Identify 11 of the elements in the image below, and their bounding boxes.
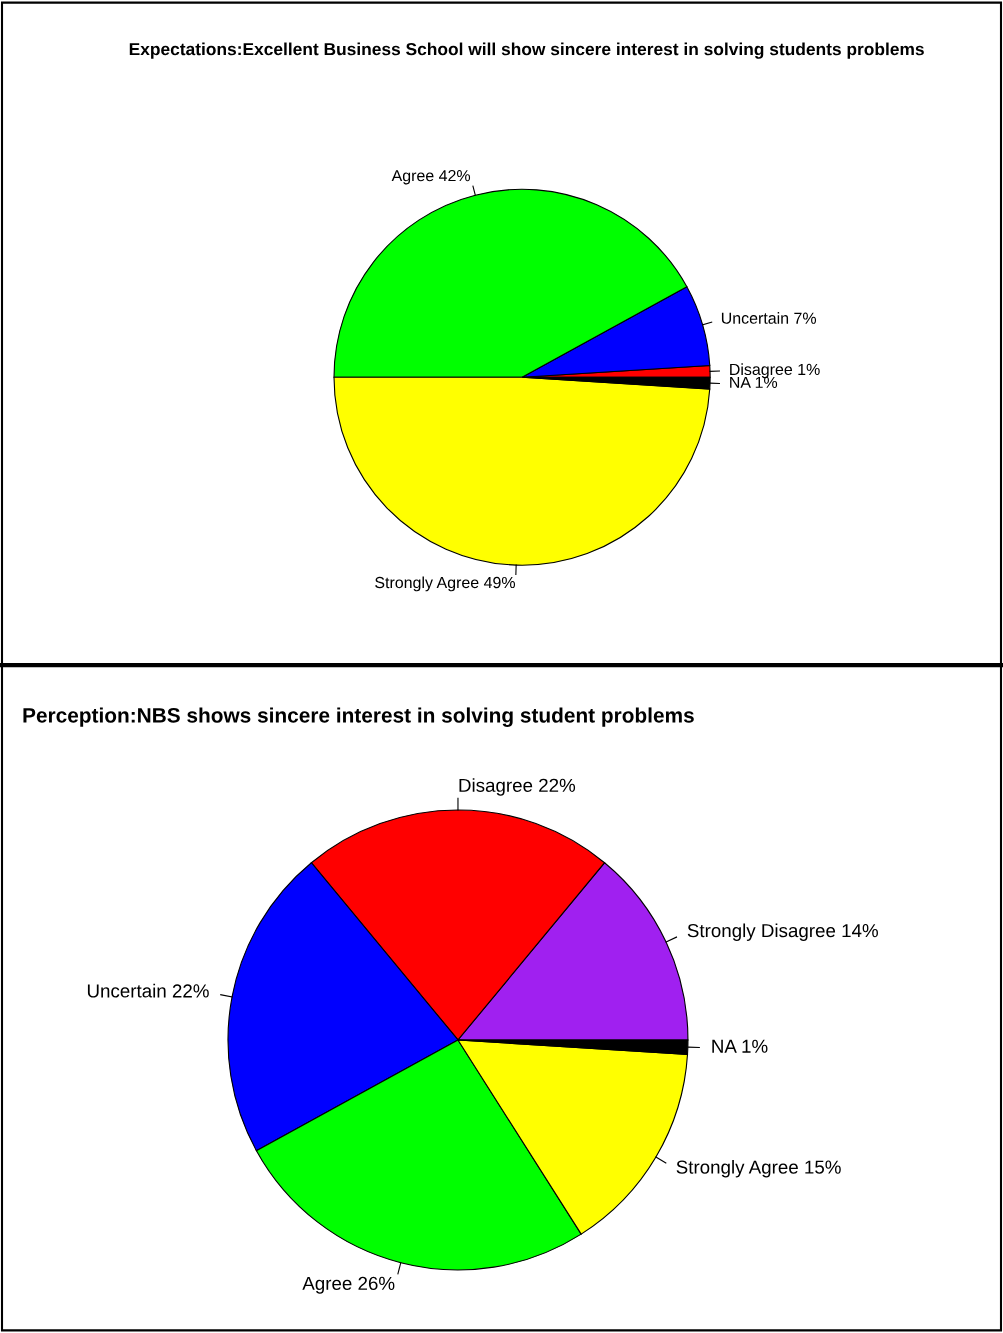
chart-title: Perception:NBS shows sincere interest in solving student problems [23,707,694,727]
slice-label: Strongly Agree 15% [676,1159,841,1178]
slice-label: Uncertain 22% [87,983,209,998]
chart-title: Expectations:Excellent Business School will show sincere interest in solving students problems [129,42,924,59]
slice-label: Agree 42% [391,169,471,185]
slice-label: Disagree 22% [459,778,576,796]
slice-label: NA 1% [712,1039,768,1053]
slice-label: Uncertain 7% [721,312,817,324]
slice-label: Strongly Agree 49% [375,576,515,592]
slice-label: Agree 26% [302,1276,395,1294]
slice-label: Strongly Disagree 14% [687,923,878,941]
